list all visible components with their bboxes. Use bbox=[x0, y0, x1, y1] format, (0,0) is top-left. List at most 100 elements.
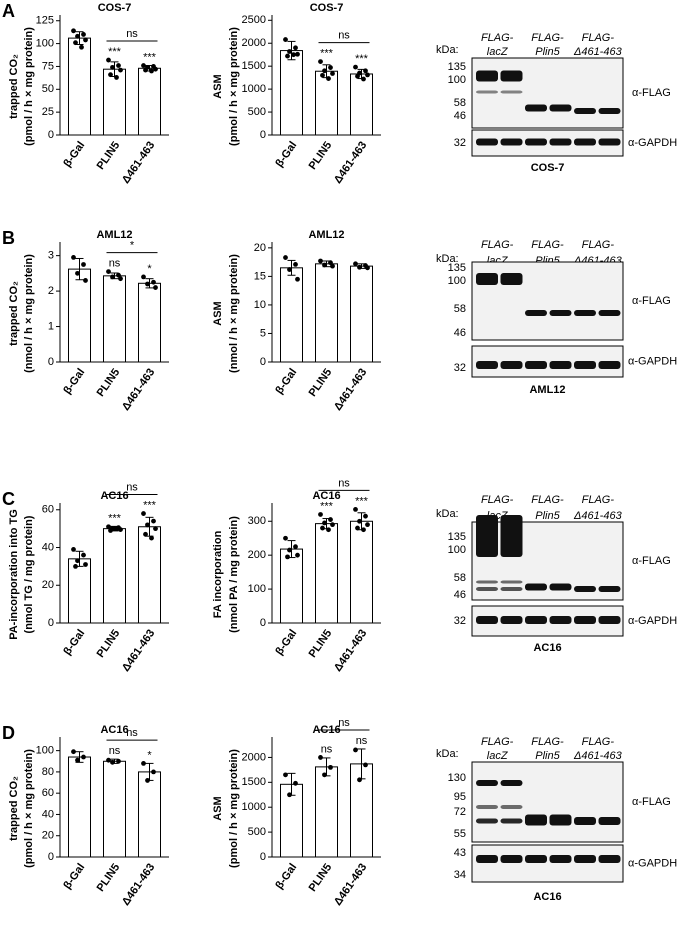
blot-band bbox=[598, 616, 621, 624]
y-tick-label: 60 bbox=[42, 504, 54, 516]
lane-label: FLAG- bbox=[531, 239, 564, 251]
x-tick-label: β-Gal bbox=[273, 862, 299, 892]
data-point bbox=[330, 522, 335, 528]
kda-label: kDa: bbox=[436, 253, 459, 265]
x-tick-label: β-Gal bbox=[61, 140, 87, 170]
y-tick-label: 200 bbox=[248, 549, 266, 561]
y-axis-label: (nmol / h × mg protein) bbox=[228, 254, 240, 373]
marker-label: 46 bbox=[454, 110, 466, 122]
chart-title: AC16 bbox=[312, 490, 340, 502]
blot-band bbox=[476, 70, 498, 82]
data-point bbox=[320, 525, 325, 531]
y-tick-label: 0 bbox=[260, 617, 266, 629]
blot-title: AC16 bbox=[533, 642, 561, 654]
data-point bbox=[153, 285, 158, 290]
y-axis-label: ASM bbox=[212, 301, 224, 325]
marker-label: 58 bbox=[454, 303, 466, 315]
marker-label: 100 bbox=[448, 74, 466, 86]
lane-label: Plin5 bbox=[535, 750, 560, 762]
marker-label: 95 bbox=[454, 791, 466, 803]
blot-band bbox=[525, 855, 547, 863]
bar bbox=[350, 520, 373, 624]
y-axis-label: (pmol / h × mg protein) bbox=[228, 27, 240, 146]
data-point bbox=[71, 547, 76, 552]
bar bbox=[315, 70, 338, 136]
data-point bbox=[75, 270, 80, 276]
data-point bbox=[322, 68, 327, 74]
blot-band bbox=[574, 586, 596, 592]
data-point bbox=[295, 276, 300, 282]
blot-band bbox=[598, 310, 621, 316]
marker-label: 100 bbox=[448, 544, 466, 556]
x-tick-label: Δ461-463 bbox=[332, 628, 370, 674]
data-point bbox=[143, 67, 148, 73]
blot-band bbox=[598, 586, 621, 592]
data-point bbox=[328, 517, 333, 522]
bar bbox=[103, 68, 126, 136]
data-point bbox=[318, 59, 323, 64]
lane-label: FLAG- bbox=[531, 736, 564, 748]
blot-gapdh bbox=[471, 345, 624, 378]
y-axis-label: trapped CO₂ bbox=[8, 281, 20, 346]
blot-band bbox=[500, 361, 523, 369]
blot-band bbox=[476, 818, 498, 824]
bar bbox=[103, 275, 126, 363]
blot-title: AML12 bbox=[529, 384, 565, 396]
data-point bbox=[141, 63, 146, 68]
antibody-label: α-GAPDH bbox=[628, 355, 677, 367]
y-tick-label: 10 bbox=[254, 299, 266, 311]
blot-band bbox=[549, 616, 572, 624]
marker-label: 46 bbox=[454, 589, 466, 601]
x-tick-label: Δ461-463 bbox=[120, 862, 158, 908]
lane-label: Δ461-463 bbox=[573, 510, 623, 522]
data-point bbox=[145, 281, 150, 287]
lane-label: FLAG- bbox=[582, 32, 615, 44]
y-tick-label: 100 bbox=[36, 745, 54, 757]
blot-flag bbox=[471, 761, 624, 843]
y-tick-label: 15 bbox=[254, 270, 266, 282]
significance-label: ns bbox=[356, 735, 368, 747]
marker-label: 58 bbox=[454, 97, 466, 109]
y-tick-label: 1500 bbox=[242, 60, 266, 72]
y-tick-label: 0 bbox=[48, 129, 54, 141]
x-tick-label: β-Gal bbox=[273, 367, 299, 397]
y-tick-label: 2000 bbox=[242, 751, 266, 763]
data-point bbox=[116, 63, 121, 68]
antibody-label: α-FLAG bbox=[632, 796, 671, 808]
significance-label: ns bbox=[109, 745, 121, 757]
blot-band bbox=[525, 310, 547, 316]
x-tick-label: PLIN5 bbox=[307, 140, 335, 172]
blot-band bbox=[500, 273, 523, 285]
chart-title: AML12 bbox=[308, 229, 344, 241]
comparison-label: ns bbox=[126, 28, 138, 40]
x-tick-label: Δ461-463 bbox=[120, 628, 158, 674]
data-point bbox=[153, 66, 158, 72]
x-tick-label: β-Gal bbox=[61, 862, 87, 892]
data-point bbox=[118, 67, 123, 73]
blot-band bbox=[500, 580, 523, 584]
blot-band bbox=[476, 587, 498, 591]
blot-band bbox=[549, 855, 572, 863]
blot-band bbox=[574, 817, 596, 825]
x-tick-label: Δ461-463 bbox=[332, 367, 370, 413]
data-point bbox=[363, 762, 368, 768]
data-point bbox=[318, 258, 323, 264]
x-tick-label: PLIN5 bbox=[307, 367, 335, 399]
blot-band bbox=[574, 138, 596, 146]
y-tick-label: 1000 bbox=[242, 801, 266, 813]
panel-label: B bbox=[2, 228, 15, 248]
data-point bbox=[320, 72, 325, 78]
blot-title: COS-7 bbox=[531, 162, 565, 174]
marker-label: 72 bbox=[454, 806, 466, 818]
kda-label: kDa: bbox=[436, 748, 459, 760]
data-point bbox=[293, 262, 298, 267]
data-point bbox=[141, 274, 146, 280]
lane-label: Δ461-463 bbox=[573, 46, 623, 58]
data-point bbox=[355, 73, 360, 79]
comparison-label: ns bbox=[338, 717, 350, 729]
y-tick-label: 40 bbox=[42, 808, 54, 820]
bar bbox=[350, 73, 373, 136]
x-tick-label: PLIN5 bbox=[95, 862, 123, 894]
blot-band bbox=[525, 361, 547, 369]
y-tick-label: 1500 bbox=[242, 776, 266, 788]
